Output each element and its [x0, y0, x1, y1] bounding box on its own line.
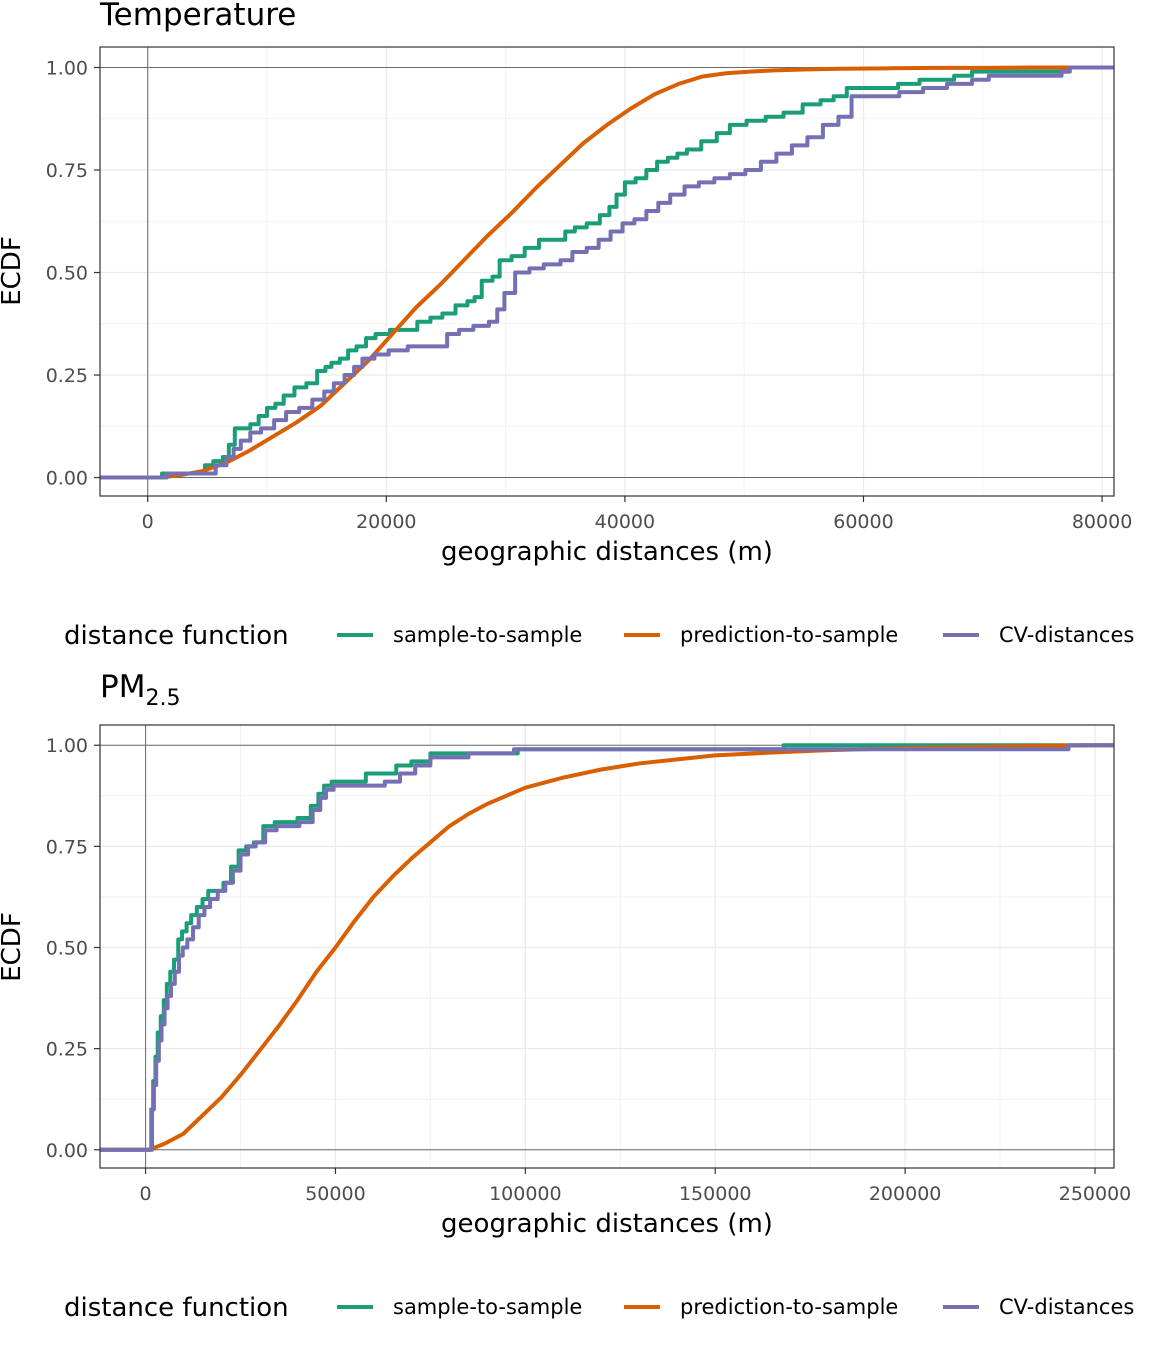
x-axis-title: geographic distances (m) [441, 1209, 773, 1239]
panel-title-temperature: Temperature [99, 0, 296, 33]
plot-background [100, 725, 1114, 1168]
x-tick-label: 150000 [679, 1183, 752, 1205]
x-axis-title: geographic distances (m) [441, 537, 773, 567]
x-tick-label: 60000 [833, 511, 893, 533]
series-line-prediction-to-sample [100, 743, 1115, 1152]
y-axis-title: ECDF [0, 236, 27, 306]
y-tick-label: 0.25 [46, 1039, 88, 1061]
grid-lines [100, 47, 1114, 496]
legend-title: distance function [64, 1293, 289, 1323]
panel-title-pm25: PM2.5 [100, 669, 180, 711]
legend: distance function sample-to-sample predi… [64, 621, 1134, 651]
pm25-panel: PM2.5 0.00 0.25 0.50 0.75 1.00 0 50000 100000 1… [0, 669, 1134, 1323]
series-line-prediction-to-sample [100, 65, 1114, 480]
x-tick-label: 50000 [305, 1183, 365, 1205]
series-layer [100, 65, 1114, 480]
y-tick-labels: 0.00 0.25 0.50 0.75 1.00 [46, 58, 100, 490]
legend-label-sample-to-sample: sample-to-sample [393, 623, 582, 647]
temperature-panel: Temperature 0.00 0.25 0.50 0.75 1.00 0 20000 4… [0, 0, 1134, 651]
legend: distance function sample-to-sample predi… [64, 1293, 1134, 1323]
y-tick-label: 1.00 [46, 735, 88, 757]
x-tick-labels: 0 20000 40000 60000 80000 [142, 496, 1132, 533]
legend-title: distance function [64, 621, 289, 651]
panel-title-subscript: 2.5 [145, 686, 180, 711]
panel-title-main: PM [100, 669, 145, 705]
x-tick-label: 0 [142, 511, 154, 533]
y-tick-label: 0.75 [46, 160, 88, 182]
legend-label-prediction-to-sample: prediction-to-sample [680, 623, 898, 647]
legend-label-cv-distances: CV-distances [999, 623, 1134, 647]
x-tick-label: 200000 [869, 1183, 942, 1205]
series-line-cv-distances [100, 743, 1114, 1152]
x-tick-label: 0 [140, 1183, 152, 1205]
x-tick-label: 250000 [1059, 1183, 1132, 1205]
plot-border [99, 724, 1115, 1169]
legend-label-cv-distances: CV-distances [999, 1295, 1134, 1319]
plot-background [100, 47, 1114, 496]
y-tick-label: 1.00 [46, 58, 88, 80]
series-layer [100, 743, 1115, 1152]
series-line-sample-to-sample [100, 743, 1114, 1152]
series-line-cv-distances [100, 65, 1114, 480]
legend-label-sample-to-sample: sample-to-sample [393, 1295, 582, 1319]
plot-border [99, 46, 1115, 497]
x-tick-label: 20000 [356, 511, 416, 533]
series-line-sample-to-sample [100, 65, 1114, 480]
y-tick-label: 0.50 [46, 263, 88, 285]
y-tick-labels: 0.00 0.25 0.50 0.75 1.00 [46, 735, 100, 1162]
y-tick-label: 0.75 [46, 836, 88, 858]
x-tick-labels: 0 50000 100000 150000 200000 250000 [140, 1168, 1132, 1205]
x-tick-label: 100000 [489, 1183, 562, 1205]
y-tick-label: 0.00 [46, 1140, 88, 1162]
x-tick-label: 80000 [1072, 511, 1132, 533]
legend-label-prediction-to-sample: prediction-to-sample [680, 1295, 898, 1319]
y-tick-label: 0.25 [46, 365, 88, 387]
x-tick-label: 40000 [595, 511, 655, 533]
y-tick-label: 0.00 [46, 468, 88, 490]
y-tick-label: 0.50 [46, 938, 88, 960]
y-axis-title: ECDF [0, 912, 27, 982]
